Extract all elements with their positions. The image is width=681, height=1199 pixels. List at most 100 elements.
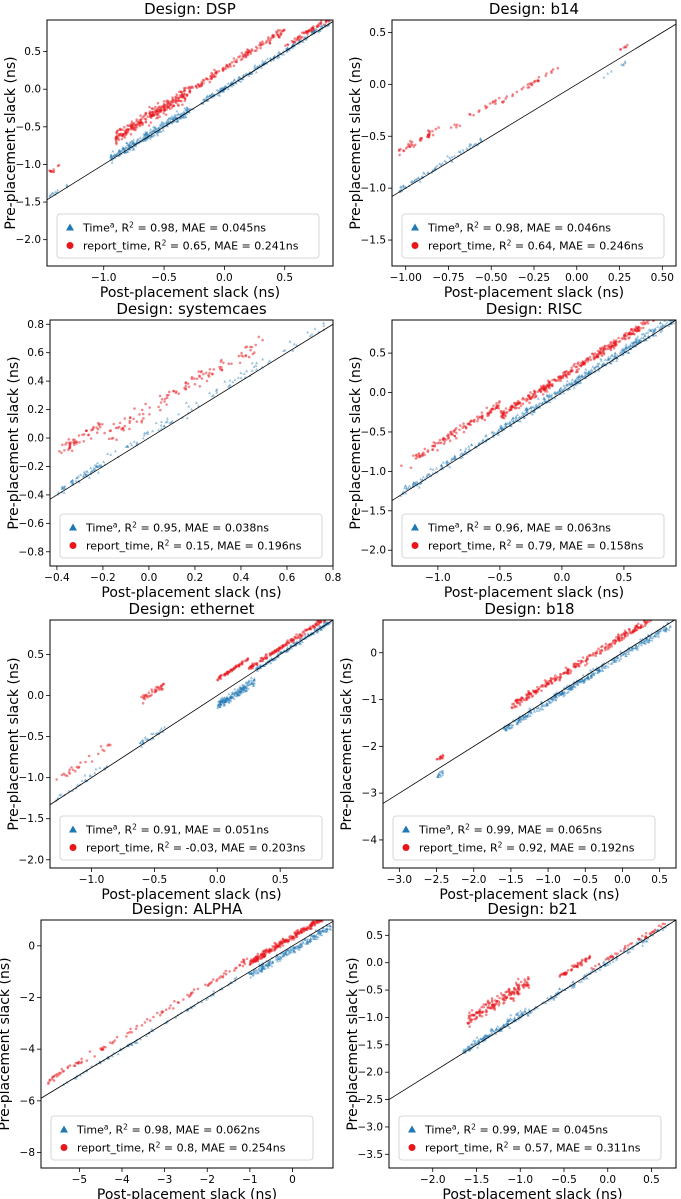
data-point-report-time <box>327 911 330 914</box>
data-point-time <box>216 703 220 706</box>
data-point-time <box>277 957 281 961</box>
data-point-time <box>62 485 66 489</box>
data-point-time <box>150 134 153 138</box>
data-point-time <box>89 466 93 470</box>
data-point-report-time <box>113 1039 117 1042</box>
data-point-time <box>582 679 586 682</box>
data-point-time <box>237 689 241 693</box>
data-point-time <box>242 689 246 693</box>
x-tick-label: −3.0 <box>387 874 413 886</box>
data-point-time <box>252 972 255 976</box>
data-point-report-time <box>668 608 671 611</box>
data-point-time <box>236 688 240 691</box>
data-point-time <box>320 933 324 937</box>
data-point-report-time <box>635 328 638 331</box>
y-tick-label: 0.5 <box>369 348 386 360</box>
data-point-time <box>150 732 154 736</box>
data-point-report-time <box>620 638 624 642</box>
data-point-time <box>527 407 531 410</box>
data-point-report-time <box>291 638 294 642</box>
data-point-time <box>175 120 179 123</box>
data-point-time <box>306 330 310 334</box>
data-point-time <box>276 955 280 959</box>
data-point-time <box>646 331 650 334</box>
data-point-report-time <box>662 311 665 314</box>
data-point-report-time <box>212 368 216 371</box>
data-point-report-time <box>525 693 528 696</box>
data-point-time <box>318 929 322 933</box>
data-point-report-time <box>227 362 231 366</box>
data-point-report-time <box>254 45 258 49</box>
data-point-report-time <box>653 317 656 320</box>
data-point-report-time <box>161 687 164 691</box>
data-point-time <box>313 327 317 330</box>
data-point-report-time <box>520 87 524 91</box>
data-point-time <box>242 683 246 687</box>
data-point-time <box>268 962 272 965</box>
data-point-time <box>230 695 234 699</box>
x-axis-label: Post-placement slack (ns) <box>101 585 281 601</box>
data-point-time <box>450 155 454 159</box>
data-point-time <box>526 1013 530 1016</box>
x-tick-label: 0.8 <box>325 572 342 584</box>
data-point-time <box>577 375 581 379</box>
data-point-report-time <box>515 90 519 94</box>
data-point-time <box>318 29 322 32</box>
data-point-time <box>175 109 179 113</box>
data-point-time <box>614 656 618 660</box>
data-point-time <box>414 177 418 181</box>
data-point-report-time <box>617 336 620 340</box>
data-point-time <box>308 938 312 942</box>
data-point-time <box>546 394 550 398</box>
data-point-time <box>557 694 561 698</box>
data-point-time <box>613 658 617 662</box>
data-point-time <box>538 406 542 409</box>
data-point-time <box>597 667 601 671</box>
data-point-report-time <box>135 1024 139 1028</box>
data-point-report-time <box>209 982 212 985</box>
data-point-report-time <box>296 931 300 934</box>
data-point-time <box>314 935 318 938</box>
x-axis-label: Post-placement slack (ns) <box>439 887 619 903</box>
data-point-report-time <box>128 1030 131 1034</box>
data-point-time <box>519 720 523 723</box>
data-point-time <box>211 993 215 997</box>
data-point-report-time <box>164 1008 168 1011</box>
data-point-report-time <box>200 80 204 84</box>
data-point-time <box>660 325 664 329</box>
data-point-report-time <box>515 406 518 410</box>
x-axis-label: Post-placement slack (ns) <box>100 285 280 301</box>
data-point-time <box>317 929 321 933</box>
data-point-time <box>159 423 163 427</box>
data-point-time <box>157 129 161 133</box>
data-point-report-time <box>284 939 287 942</box>
data-point-report-time <box>518 701 521 705</box>
data-point-report-time <box>603 646 607 650</box>
data-point-report-time <box>142 417 145 420</box>
data-point-report-time <box>240 351 243 355</box>
data-point-time <box>634 644 638 647</box>
data-point-report-time <box>264 41 268 44</box>
data-point-time <box>84 469 88 473</box>
data-point-report-time <box>161 682 165 686</box>
data-point-time <box>526 411 530 414</box>
data-point-time <box>475 1035 479 1039</box>
data-point-report-time <box>144 117 148 121</box>
data-point-report-time <box>236 664 240 668</box>
data-point-report-time <box>620 337 624 340</box>
data-point-report-time <box>144 695 147 698</box>
data-point-time <box>63 484 67 488</box>
data-point-time <box>317 931 321 934</box>
data-point-report-time <box>115 1035 119 1039</box>
data-point-time <box>508 726 512 730</box>
data-point-time <box>580 679 584 682</box>
data-point-time <box>554 694 558 698</box>
data-point-report-time <box>557 379 560 383</box>
data-point-report-time <box>562 672 565 675</box>
data-point-time <box>506 1019 510 1023</box>
data-point-time <box>80 779 84 782</box>
data-point-time <box>500 1028 504 1032</box>
data-point-report-time <box>85 429 88 432</box>
data-point-time <box>402 184 406 187</box>
data-point-time <box>562 384 566 387</box>
